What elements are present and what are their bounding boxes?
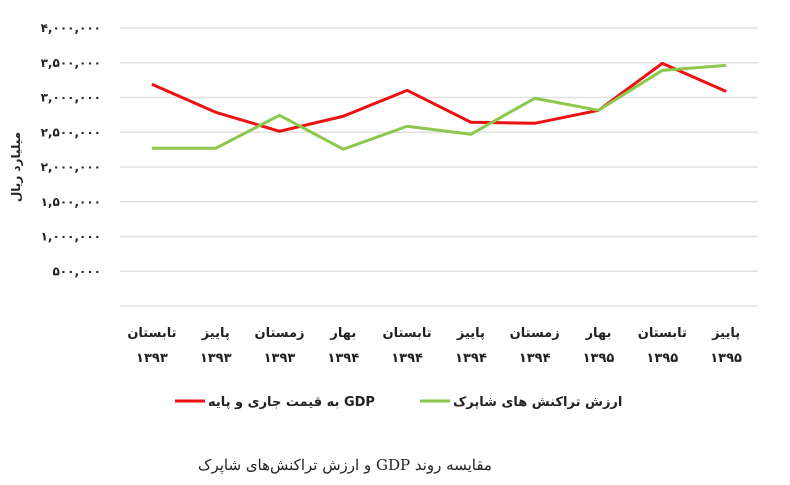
x-tick-season: پاییز — [456, 326, 485, 341]
legend-label-gdp: GDP به قیمت جاری و پایه — [208, 395, 375, 410]
x-tick-season: پاییز — [711, 326, 740, 341]
y-tick-label: ۴,۰۰۰,۰۰۰ — [41, 21, 101, 35]
x-tick-season: تابستان — [127, 326, 176, 341]
x-tick-year: ۱۳۹۵ — [583, 351, 615, 366]
x-tick-season: بهار — [329, 326, 356, 341]
x-tick-year: ۱۳۹۵ — [646, 351, 678, 366]
x-tick-season: پاییز — [201, 326, 230, 341]
x-tick-year: ۱۳۹۳ — [200, 351, 232, 366]
x-tick-season: بهار — [585, 326, 612, 341]
y-tick-label: ۲,۰۰۰,۰۰۰ — [41, 160, 101, 174]
x-tick-year: ۱۳۹۴ — [455, 351, 487, 366]
y-tick-label: ۱,۵۰۰,۰۰۰ — [41, 195, 101, 209]
x-tick-year: ۱۳۹۴ — [519, 351, 551, 366]
chart-caption: مقایسه روند GDP و ارزش تراکنش‌های شاپرک — [198, 456, 492, 474]
series-line-1 — [151, 63, 727, 151]
y-tick-label: ۱,۰۰۰,۰۰۰ — [41, 230, 101, 244]
series-line-0 — [151, 61, 727, 133]
x-tick-season: زمستان — [254, 326, 304, 341]
x-tick-year: ۱۳۹۴ — [391, 351, 423, 366]
y-tick-label: ۵۰۰,۰۰۰ — [52, 264, 101, 278]
x-tick-year: ۱۳۹۴ — [327, 351, 359, 366]
y-axis-label: میلیارد ریال — [9, 132, 23, 202]
x-tick-year: ۱۳۹۳ — [264, 351, 296, 366]
x-tick-year: ۱۳۹۵ — [710, 351, 742, 366]
y-tick-label: ۲,۵۰۰,۰۰۰ — [41, 125, 101, 139]
legend-label-shaparak: ارزش تراکنش های شاپرک — [453, 395, 622, 410]
x-tick-season: زمستان — [510, 326, 560, 341]
x-tick-season: تابستان — [638, 326, 687, 341]
x-tick-season: تابستان — [383, 326, 432, 341]
y-tick-label: ۳,۰۰۰,۰۰۰ — [41, 91, 101, 105]
x-tick-year: ۱۳۹۳ — [136, 351, 168, 366]
y-tick-label: ۳,۵۰۰,۰۰۰ — [41, 56, 101, 70]
